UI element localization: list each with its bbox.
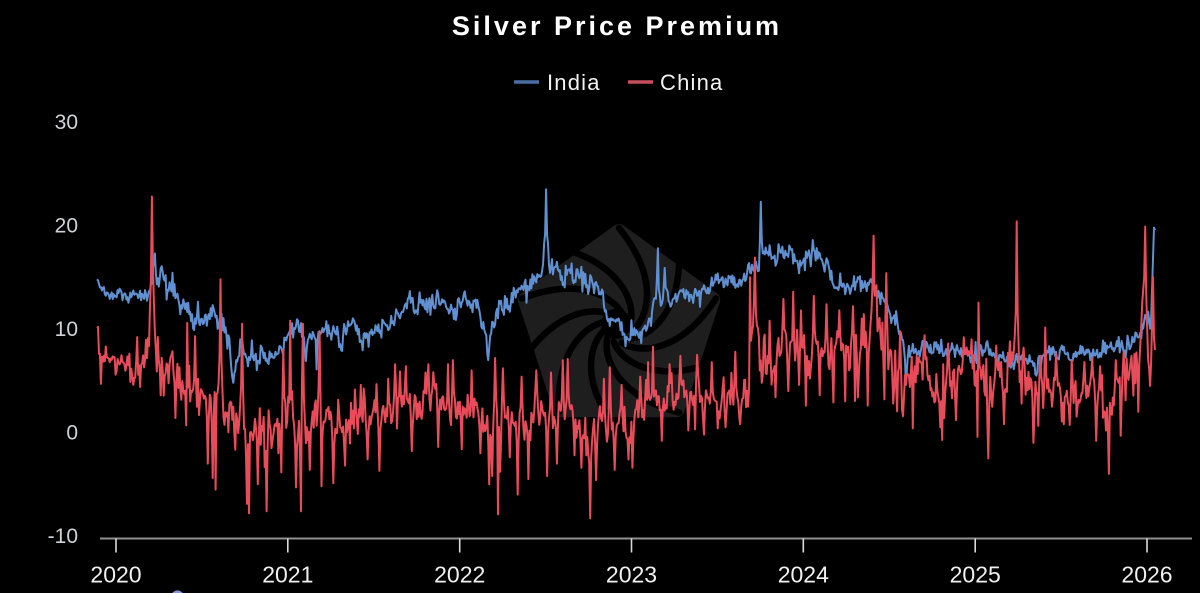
svg-text:2026: 2026: [1121, 562, 1172, 588]
svg-text:Silver Price Premium: Silver Price Premium: [452, 11, 782, 41]
svg-text:20: 20: [55, 215, 78, 238]
svg-text:-10: -10: [48, 525, 78, 548]
svg-text:30: 30: [55, 111, 78, 134]
svg-text:2021: 2021: [262, 562, 313, 588]
svg-text:2023: 2023: [606, 562, 657, 588]
svg-text:China: China: [660, 70, 723, 95]
svg-text:2025: 2025: [950, 562, 1001, 588]
svg-text:2024: 2024: [778, 562, 829, 588]
svg-text:2020: 2020: [90, 562, 141, 588]
svg-text:0: 0: [66, 422, 78, 445]
svg-text:10: 10: [55, 318, 78, 341]
svg-text:2022: 2022: [434, 562, 485, 588]
svg-text:India: India: [547, 70, 601, 95]
